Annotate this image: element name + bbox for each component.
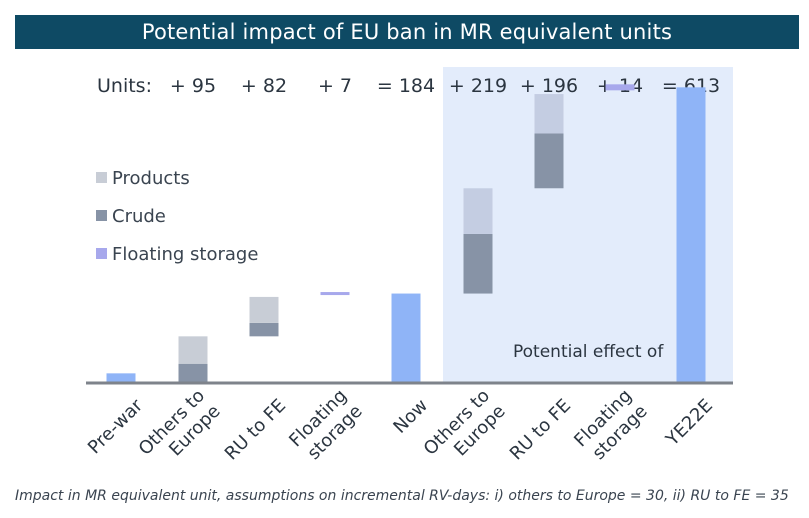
- units-value-3: + 82: [241, 75, 287, 97]
- footnote: Impact in MR equivalent unit, assumption…: [15, 488, 789, 504]
- units-row: Units:+ 95+ 82+ 7= 184+ 219+ 196+ 14= 61…: [97, 75, 720, 97]
- x-tick-9: YE22E: [661, 395, 717, 451]
- bars-group: [106, 84, 706, 382]
- chart-title-bar: Potential impact of EU ban in MR equival…: [15, 15, 799, 49]
- bar-3-crude: [249, 322, 279, 337]
- bar-4-floating-storage: [320, 292, 350, 296]
- units-value-2: + 95: [170, 75, 216, 97]
- legend-label-floating-storage: Floating storage: [112, 244, 258, 265]
- bar-6-crude: [463, 233, 493, 294]
- x-tick-3: RU to FE: [221, 395, 290, 464]
- x-tick-label-5: Now: [389, 395, 432, 438]
- bar-3-products: [249, 296, 279, 323]
- bar-5-total: [391, 293, 421, 382]
- x-tick-4: Floatingstorage: [285, 385, 367, 467]
- units-value-9: = 613: [662, 75, 720, 97]
- bar-9-total: [676, 87, 706, 382]
- x-tick-label-8: Floatingstorage: [570, 385, 652, 467]
- x-tick-2: Others toEurope: [135, 385, 225, 475]
- legend-swatch-crude: [96, 210, 107, 221]
- legend-swatch-products: [96, 172, 107, 183]
- x-tick-5: Now: [389, 395, 432, 438]
- legend: Products Crude Floating storage: [96, 168, 258, 265]
- x-tick-6: Others toEurope: [420, 385, 510, 475]
- bar-2-products: [178, 336, 208, 364]
- x-tick-label-7: RU to FE: [506, 395, 575, 464]
- x-tick-8: Floatingstorage: [570, 385, 652, 467]
- units-value-5: = 184: [377, 75, 435, 97]
- x-tick-label-6: Others toEurope: [420, 385, 510, 475]
- highlight-note: Potential effect of: [513, 342, 664, 362]
- chart-title: Potential impact of EU ban in MR equival…: [141, 20, 673, 44]
- units-value-4: + 7: [318, 75, 352, 97]
- x-tick-label-4: Floatingstorage: [285, 385, 367, 467]
- x-tick-label-9: YE22E: [661, 395, 717, 451]
- x-tick-label-3: RU to FE: [221, 395, 290, 464]
- legend-label-products: Products: [112, 168, 190, 189]
- x-tick-label-2: Others toEurope: [135, 385, 225, 475]
- legend-label-crude: Crude: [112, 206, 166, 227]
- bar-8-floating-storage: [605, 84, 635, 91]
- bar-7-products: [534, 94, 564, 134]
- x-tick-7: RU to FE: [506, 395, 575, 464]
- units-value-7: + 196: [520, 75, 578, 97]
- bar-6-products: [463, 188, 493, 234]
- bar-1-total: [106, 373, 136, 382]
- bar-2-crude: [178, 363, 208, 382]
- bar-7-crude: [534, 133, 564, 189]
- legend-swatch-floating-storage: [96, 248, 107, 259]
- units-row-label: Units:: [97, 75, 152, 97]
- units-value-6: + 219: [449, 75, 507, 97]
